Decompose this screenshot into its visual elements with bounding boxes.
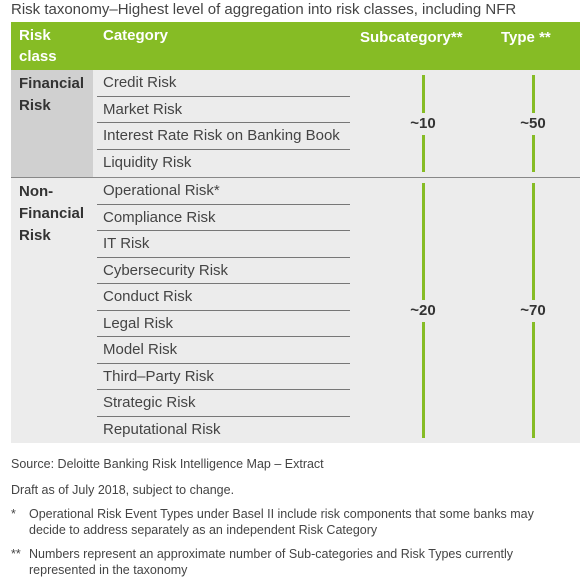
footnote-marker: ** [11,547,21,561]
table-header: Risk class Category Subcategory** Type *… [11,22,580,70]
category: Strategic Risk [97,390,350,417]
category: Compliance Risk [97,205,350,231]
title: Risk taxonomy–Highest level of aggregati… [11,1,517,18]
footnote-text: Operational Risk Event Types under Basel… [29,507,534,537]
category: Model Risk [97,337,350,364]
header-cell: Type ** [501,29,551,46]
footnote-text: Numbers represent an approximate number … [29,547,514,577]
risk-class: Financial Risk [19,75,85,114]
header-cell: Risk class [19,27,57,65]
category: Credit Risk [97,70,350,97]
subcategory-count: ~10 [398,112,448,135]
type-count: ~70 [508,300,558,322]
footnote: ** Numbers represent an approximate numbe… [11,546,561,578]
category: Conduct Risk [97,284,350,311]
footnote: * Operational Risk Event Types under Base… [11,506,561,538]
risk-class-cell: Non-Financial Risk [11,178,93,443]
header-cell: Subcategory** [360,29,463,46]
category: Operational Risk* [97,178,350,205]
category: Interest Rate Risk on Banking Book [97,123,350,150]
footnote-marker: * [11,507,16,521]
table-group: Financial Risk Credit Risk Market Risk Inte… [11,70,580,177]
draft-note: Draft as of July 2018, subject to change… [11,483,235,497]
category: Third–Party Risk [97,364,350,390]
subcategory-count: ~20 [398,300,448,322]
risk-class: Non-Financial Risk [19,183,85,244]
table-group: Non-Financial Risk Operational Risk* Compl… [11,177,580,443]
category: Legal Risk [97,311,350,337]
category: Market Risk [97,97,350,123]
header-cell: Category [103,27,169,44]
category: IT Risk [97,231,350,258]
risk-class-cell: Financial Risk [11,70,93,177]
source: Source: Deloitte Banking Risk Intelligen… [11,457,324,471]
category: Cybersecurity Risk [97,258,350,284]
category: Reputational Risk [103,420,221,438]
type-count: ~50 [508,112,558,135]
category: Liquidity Risk [103,153,192,171]
